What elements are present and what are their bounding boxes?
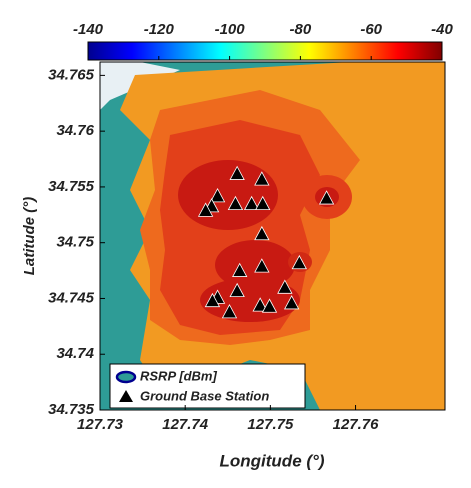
y-axis-label: Latitude (°): [21, 197, 38, 276]
y-tick-label: 34.735: [48, 401, 95, 418]
legend-station-label: Ground Base Station: [140, 388, 269, 403]
base-station: [277, 279, 293, 294]
base-station: [261, 298, 278, 313]
legend-box: [109, 363, 306, 409]
x-tick-label: 127.73: [77, 416, 124, 433]
legend-station-icon: [119, 390, 133, 402]
base-station: [197, 202, 214, 217]
y-tick-label: 34.755: [48, 178, 95, 195]
base-station: [209, 188, 226, 203]
base-station: [255, 195, 271, 211]
base-station: [221, 304, 238, 319]
x-tick-label: 127.76: [333, 416, 380, 433]
y-tick-label: 34.745: [48, 289, 95, 306]
colorbar: [87, 41, 443, 61]
legend: RSRP [dBm] Ground Base Station: [109, 363, 306, 409]
y-tick-label: 34.765: [48, 66, 95, 83]
legend-field-icon: [115, 370, 137, 384]
y-tick-label: 34.74: [56, 345, 94, 362]
colorbar-tick-label: -100: [215, 21, 246, 38]
base-station: [252, 297, 268, 312]
x-tick-label: 127.74: [162, 416, 209, 433]
base-station: [204, 292, 221, 308]
contour-field: [100, 62, 445, 410]
base-station: [243, 195, 260, 211]
base-station: [227, 195, 244, 211]
base-station: [229, 165, 245, 180]
x-axis-label: Longitude (°): [220, 451, 325, 470]
colorbar-tick-label: -80: [290, 21, 312, 38]
y-tick-label: 34.75: [56, 234, 94, 251]
colorbar-tick-label: -40: [431, 21, 453, 38]
base-station: [291, 254, 308, 270]
base-station: [318, 190, 335, 205]
base-station: [283, 295, 300, 310]
base-station: [254, 225, 270, 241]
colorbar-tick-label: -120: [144, 21, 175, 38]
base-station: [254, 171, 270, 186]
plot-frame: [99, 61, 446, 411]
base-station: [254, 258, 270, 273]
colorbar-tick-label: -140: [73, 21, 104, 38]
legend-field-label: RSRP [dBm]: [140, 368, 217, 383]
base-station: [229, 282, 245, 298]
colorbar-tick-label: -60: [360, 21, 382, 38]
base-station: [232, 262, 248, 277]
y-tick-label: 34.76: [56, 122, 94, 139]
x-tick-label: 127.75: [247, 416, 294, 433]
